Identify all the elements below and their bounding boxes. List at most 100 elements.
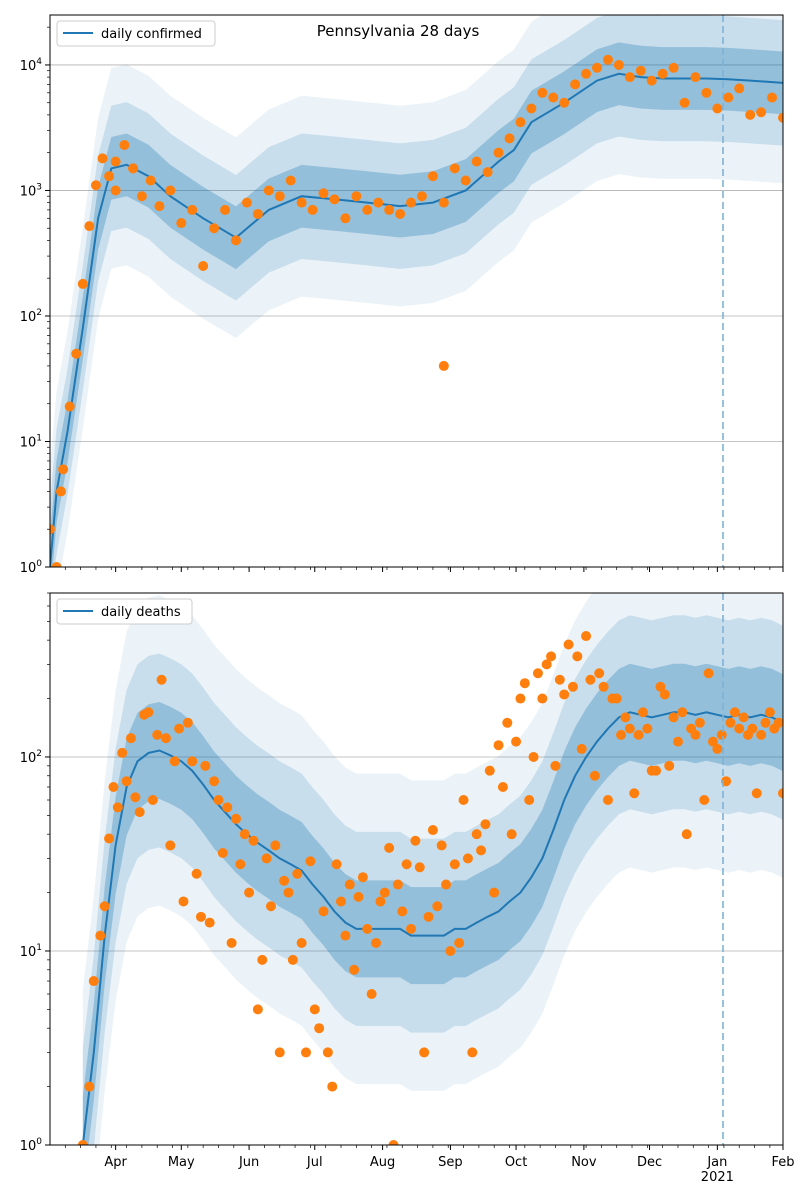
data-point <box>104 171 115 182</box>
data-point <box>635 65 646 76</box>
confirmed-observed-points <box>50 54 783 567</box>
data-point <box>751 788 762 799</box>
confirmed-legend: daily confirmed <box>56 20 216 47</box>
deaths-series <box>81 711 783 1145</box>
data-point <box>401 859 412 870</box>
data-point <box>95 930 106 941</box>
data-point <box>88 976 99 987</box>
data-point <box>570 79 581 90</box>
data-point <box>524 795 535 806</box>
data-point <box>438 197 449 208</box>
data-point <box>778 112 783 123</box>
data-point <box>375 896 386 907</box>
y-tick-label: 103 <box>20 182 42 199</box>
data-point <box>756 729 767 740</box>
data-point <box>458 795 469 806</box>
data-point <box>395 208 406 219</box>
confirmed-y-ticks: 100 101 102 103 104 <box>20 26 50 576</box>
uncertainty-band <box>82 593 783 1145</box>
data-point <box>734 723 745 734</box>
data-point <box>384 842 395 853</box>
data-point <box>602 795 613 806</box>
data-point <box>318 906 329 917</box>
deaths-legend: daily deaths <box>56 598 193 625</box>
data-point <box>723 92 734 103</box>
data-point <box>493 740 504 751</box>
data-point <box>84 221 95 232</box>
data-point <box>471 829 482 840</box>
data-point <box>546 651 557 662</box>
data-point <box>220 204 231 215</box>
data-point <box>265 901 276 912</box>
uncertainty-band <box>82 615 783 1145</box>
data-point <box>125 733 136 744</box>
data-point <box>97 153 108 164</box>
uncertainty-band <box>50 15 783 567</box>
y-tick-label: 101 <box>20 433 42 450</box>
data-point <box>235 859 246 870</box>
data-point <box>526 103 537 114</box>
data-point <box>655 681 666 692</box>
data-point <box>677 707 688 718</box>
data-point <box>690 729 701 740</box>
data-point <box>154 201 165 212</box>
data-point <box>602 54 613 65</box>
data-point <box>104 833 115 844</box>
data-point <box>515 693 526 704</box>
data-point <box>244 887 255 898</box>
data-point <box>209 223 220 234</box>
data-point <box>187 204 198 215</box>
data-point <box>309 1004 320 1015</box>
y-tick-label: 101 <box>20 943 42 960</box>
x-tick-label: Oct <box>505 1155 527 1170</box>
data-point <box>482 167 493 178</box>
data-point <box>110 185 121 196</box>
data-point <box>624 72 635 83</box>
x-tick-label: Jan <box>706 1155 727 1170</box>
data-point <box>406 197 417 208</box>
data-point <box>182 717 193 728</box>
data-point <box>712 103 723 114</box>
data-point <box>668 712 679 723</box>
y-tick-label: 104 <box>20 57 43 74</box>
data-point <box>77 1140 88 1145</box>
data-point <box>480 819 491 830</box>
data-point <box>633 729 644 740</box>
data-point <box>117 747 128 758</box>
x-tick-label: Sep <box>438 1155 463 1170</box>
x-tick-label: Aug <box>370 1155 395 1170</box>
data-point <box>362 204 373 215</box>
data-point <box>292 868 303 879</box>
data-point <box>454 937 465 948</box>
x-tick-label: Jun <box>238 1155 259 1170</box>
data-point <box>664 760 675 771</box>
data-point <box>773 717 783 728</box>
x-tick-label: May <box>168 1155 195 1170</box>
data-point <box>745 109 756 120</box>
deaths-axes-frame <box>49 592 784 1146</box>
data-point <box>119 140 130 151</box>
data-point <box>550 760 561 771</box>
data-point <box>651 765 662 776</box>
data-point <box>287 954 298 965</box>
data-point <box>778 788 783 799</box>
data-point <box>476 845 487 856</box>
data-point <box>110 156 121 167</box>
data-point <box>659 689 670 700</box>
data-point <box>84 1081 95 1092</box>
data-point <box>90 180 101 191</box>
data-point <box>703 668 714 679</box>
data-point <box>598 681 609 692</box>
data-point <box>567 681 578 692</box>
deaths-panel: 100 101 102 Apr May Jun Jul Aug Sep Oct Nov Dec Jan… <box>20 592 795 1185</box>
x-tick-label: Nov <box>571 1155 597 1170</box>
data-point <box>318 188 329 199</box>
deaths-legend-box <box>56 598 193 625</box>
data-point <box>314 1023 325 1034</box>
data-point <box>637 707 648 718</box>
data-point <box>506 829 517 840</box>
data-point <box>165 840 176 851</box>
data-point <box>77 278 88 289</box>
data-point <box>537 693 548 704</box>
data-point <box>747 723 758 734</box>
